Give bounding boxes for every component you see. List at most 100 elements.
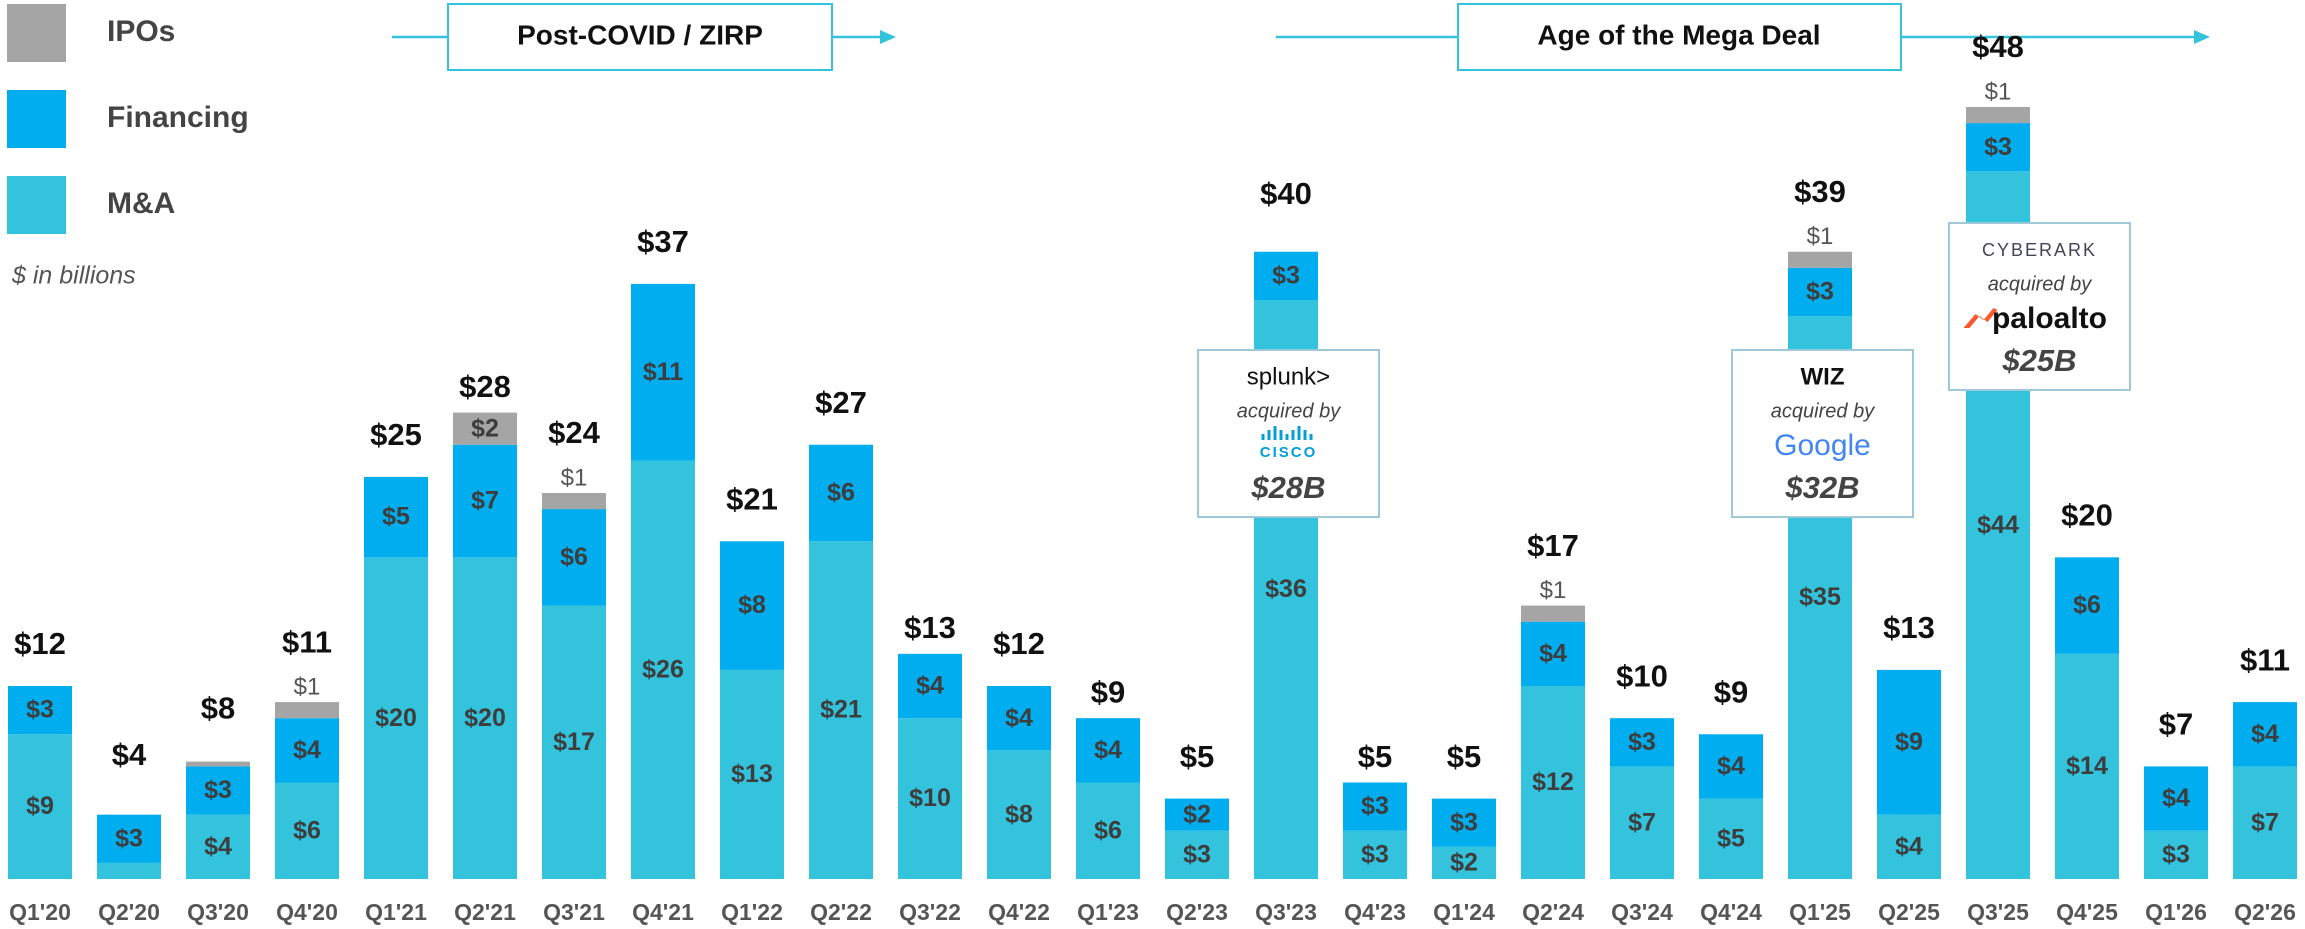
bar-segment <box>1610 766 1674 879</box>
bar-segment <box>2055 557 2119 654</box>
bar-segment <box>1076 718 1140 783</box>
cisco-bar <box>1297 426 1301 440</box>
bar-segment <box>275 782 339 879</box>
bar-segment <box>631 460 695 879</box>
segment-label: $44 <box>1977 511 2019 539</box>
segment-label: $8 <box>1005 800 1033 828</box>
total-label: $9 <box>1091 674 1125 709</box>
era-arrowhead <box>2194 30 2210 44</box>
segment-label: $20 <box>375 704 417 732</box>
total-label: $25 <box>370 417 422 452</box>
cisco-bar <box>1303 430 1307 440</box>
x-tick-label: Q1'25 <box>1789 899 1851 925</box>
bar-segment <box>2144 830 2208 879</box>
callout-text: acquired by <box>1771 400 1875 422</box>
bar-segment <box>1521 686 1585 879</box>
bar-segment <box>364 476 428 558</box>
bar-segment <box>1254 251 1318 300</box>
total-label: $24 <box>548 415 600 450</box>
segment-label: $1 <box>1985 78 2012 105</box>
segment-label: $4 <box>1539 639 1567 667</box>
bar-segment <box>1343 782 1407 831</box>
bar-segment <box>720 669 784 879</box>
bar-segment <box>542 605 606 879</box>
legend-swatch <box>7 176 66 234</box>
x-tick-label: Q1'20 <box>9 899 71 925</box>
callout-text: acquired by <box>1988 273 2092 295</box>
bar-segment <box>542 493 606 510</box>
legend-label: Financing <box>107 101 249 134</box>
cisco-bar <box>1285 434 1289 440</box>
segment-label: $7 <box>2251 808 2279 836</box>
bar-segment <box>987 750 1051 879</box>
era-label: Post-COVID / ZIRP <box>517 19 763 50</box>
bar-segment <box>97 814 161 863</box>
total-label: $21 <box>726 481 778 516</box>
bar-segment <box>8 686 72 735</box>
bar-segment <box>275 718 339 783</box>
total-label: $12 <box>993 626 1045 661</box>
cisco-bar <box>1309 434 1313 440</box>
x-tick-label: Q4'24 <box>1700 899 1762 925</box>
x-tick-label: Q3'24 <box>1611 899 1673 925</box>
bar-segment <box>186 766 250 815</box>
x-tick-label: Q2'23 <box>1166 899 1228 925</box>
legend-swatch <box>7 4 66 62</box>
callout-amount: $25B <box>2001 343 2076 378</box>
callout-company: WIZ <box>1801 363 1845 390</box>
legend-label: M&A <box>107 187 175 220</box>
segment-label: $5 <box>1717 824 1745 852</box>
segment-label: $3 <box>204 776 232 804</box>
total-label: $9 <box>1714 674 1748 709</box>
bar-segment <box>1966 107 2030 124</box>
segment-label: $3 <box>1984 133 2012 161</box>
total-label: $7 <box>2159 707 2193 742</box>
bar-segment <box>453 444 517 558</box>
x-tick-label: Q4'21 <box>632 899 694 925</box>
total-label: $5 <box>1180 739 1214 774</box>
callout-amount: $28B <box>1250 470 1325 505</box>
bar-segment <box>1699 798 1763 879</box>
x-tick-label: Q4'22 <box>988 899 1050 925</box>
x-tick-label: Q2'26 <box>2234 899 2296 925</box>
x-tick-label: Q1'22 <box>721 899 783 925</box>
segment-label: $4 <box>2162 784 2190 812</box>
total-label: $13 <box>904 610 956 645</box>
segment-label: $5 <box>382 503 410 531</box>
callout-box <box>1731 349 1914 518</box>
segment-label: $4 <box>2251 720 2279 748</box>
total-label: $8 <box>201 691 235 726</box>
x-tick-label: Q2'21 <box>454 899 516 925</box>
x-tick-label: Q1'23 <box>1077 899 1139 925</box>
bar-segment <box>1877 669 1941 815</box>
segment-label: $6 <box>827 479 855 507</box>
x-tick-label: Q2'20 <box>98 899 160 925</box>
callout-amount: $32B <box>1784 470 1859 505</box>
segment-label: $6 <box>560 543 588 571</box>
segment-label: $26 <box>642 656 684 684</box>
bar-segment <box>97 862 161 879</box>
segment-label: $4 <box>1094 736 1122 764</box>
segment-label: $36 <box>1265 575 1307 603</box>
cisco-bar <box>1273 426 1277 440</box>
segment-label: $4 <box>1005 704 1033 732</box>
bar-segment <box>1165 798 1229 831</box>
bar-segment <box>898 718 962 879</box>
bar-segment <box>186 814 250 879</box>
bar-segment <box>1432 798 1496 847</box>
bar-segment <box>631 283 695 461</box>
segment-label: $14 <box>2066 752 2108 780</box>
segment-label: $9 <box>26 792 54 820</box>
cisco-bar <box>1267 430 1271 440</box>
total-label: $17 <box>1527 528 1579 563</box>
callout-company: splunk> <box>1247 363 1330 390</box>
bar-segment <box>2055 653 2119 879</box>
bar-segment <box>2144 766 2208 831</box>
total-label: $40 <box>1260 176 1312 211</box>
cisco-bar <box>1291 430 1295 440</box>
callout-acquirer: paloalto <box>1992 302 2107 335</box>
segment-label: $1 <box>561 464 588 491</box>
x-tick-label: Q3'21 <box>543 899 605 925</box>
bar-segment <box>720 541 784 670</box>
